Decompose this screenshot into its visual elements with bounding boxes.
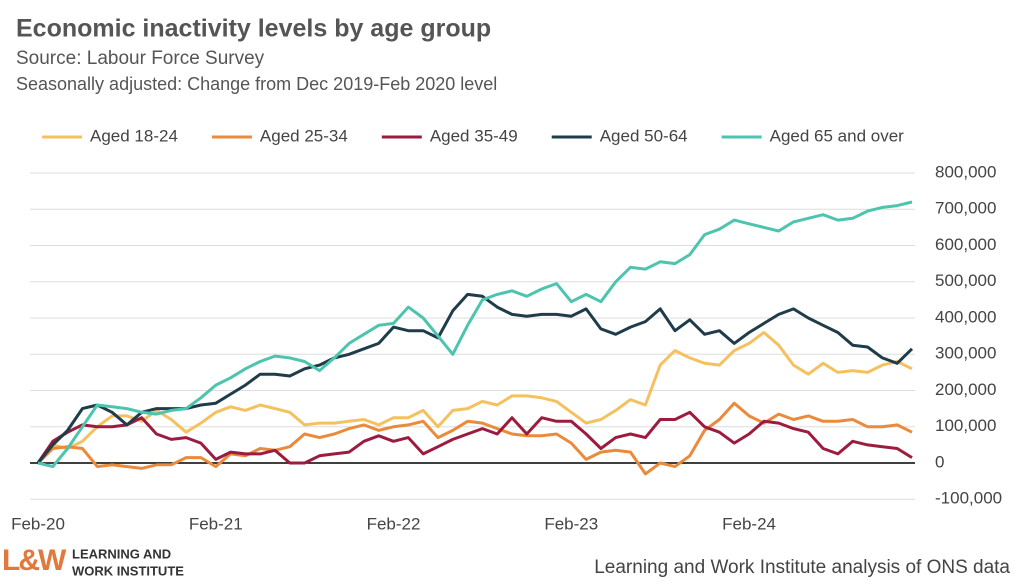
y-tick-label: 200,000 (935, 380, 996, 399)
x-tick-label: Feb-20 (11, 514, 65, 533)
logo-text: WORK INSTITUTE (72, 563, 184, 578)
legend-label: Aged 50-64 (600, 126, 688, 145)
logo-mark: L&W (2, 544, 67, 577)
y-tick-label: 100,000 (935, 416, 996, 435)
series-line (36, 331, 913, 464)
y-tick-label: 700,000 (935, 199, 996, 218)
y-tick-label: 400,000 (935, 307, 996, 326)
logo-text: LEARNING AND (72, 546, 171, 561)
chart-note: Seasonally adjusted: Change from Dec 201… (16, 74, 497, 94)
series-line (37, 200, 913, 469)
x-tick-label: Feb-24 (722, 514, 776, 533)
y-tick-label: 300,000 (935, 344, 996, 363)
y-tick-label: 600,000 (935, 235, 996, 254)
y-tick-label: -100,000 (935, 489, 1002, 508)
y-tick-label: 0 (935, 452, 944, 471)
legend-label: Aged 18-24 (90, 126, 178, 145)
chart-title: Economic inactivity levels by age group (16, 15, 491, 43)
legend-label: Aged 65 and over (770, 126, 905, 145)
y-tick-label: 500,000 (935, 271, 996, 290)
x-tick-label: Feb-21 (189, 514, 243, 533)
legend-label: Aged 35-49 (430, 126, 518, 145)
x-tick-label: Feb-22 (367, 514, 421, 533)
chart-subtitle: Source: Labour Force Survey (16, 48, 265, 69)
source-note: Learning and Work Institute analysis of … (594, 557, 1010, 578)
legend-label: Aged 25-34 (260, 126, 348, 145)
x-tick-label: Feb-23 (544, 514, 598, 533)
series-line (36, 410, 913, 465)
y-tick-label: 800,000 (935, 162, 996, 181)
